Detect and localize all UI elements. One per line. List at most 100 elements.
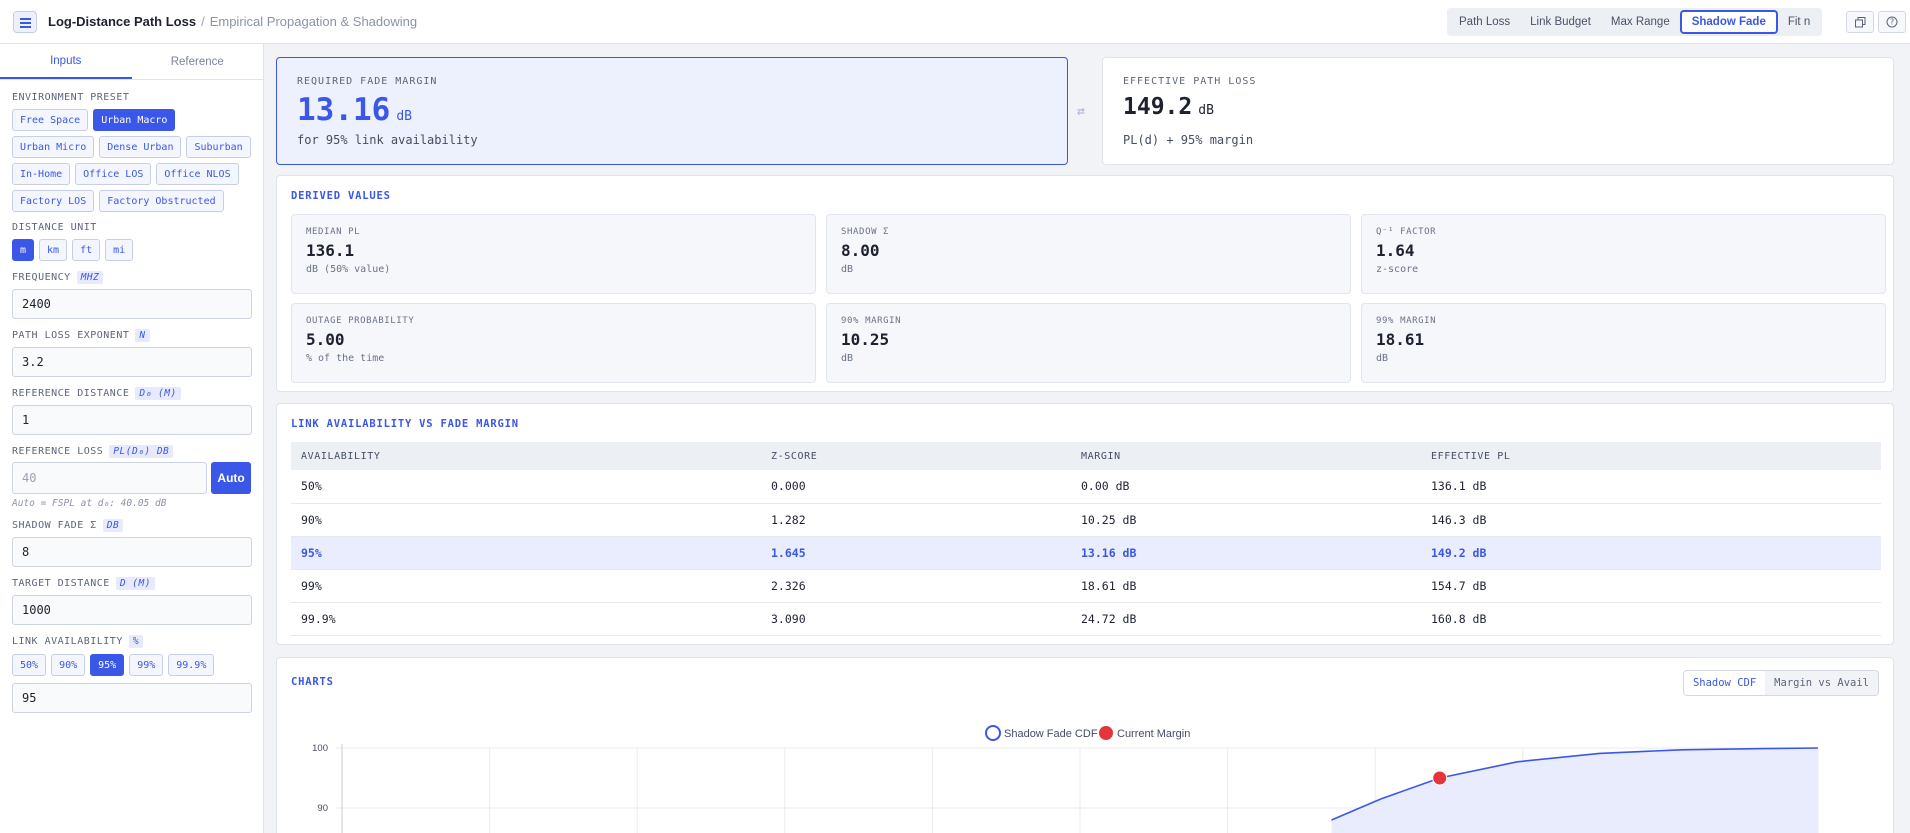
table-cell: 10.25 dB xyxy=(1071,503,1421,537)
availability-99[interactable]: 99% xyxy=(129,654,164,676)
shadow-cdf-chart: Shadow Fade CDF Current Margin 100 90 xyxy=(312,725,1819,833)
stat-outage-probability: Outage Probability 5.00 % of the time xyxy=(291,303,816,383)
preset-office-nlos[interactable]: Office NLOS xyxy=(156,163,239,185)
cdf-line xyxy=(1331,747,1819,821)
auto-button[interactable]: Auto xyxy=(211,462,251,494)
stat-label: 99% Margin xyxy=(1376,316,1437,326)
copy-button[interactable] xyxy=(1846,11,1874,33)
swap-icon: ⇄ xyxy=(1077,104,1085,119)
unit-mi[interactable]: mi xyxy=(105,239,134,261)
preset-dense-urban[interactable]: Dense Urban xyxy=(99,136,182,158)
stat-90-margin: 90% Margin 10.25 dB xyxy=(826,303,1351,383)
distance-unit-label: Distance Unit xyxy=(12,222,97,233)
availability-99-9[interactable]: 99.9% xyxy=(168,654,215,676)
table-cell: 3.090 xyxy=(761,602,1071,636)
frequency-label: Frequency MHZ xyxy=(12,271,251,284)
preset-urban-macro[interactable]: Urban Macro xyxy=(93,109,176,131)
stat-value: 5.00 xyxy=(306,330,345,349)
env-preset-group: Free Space Urban Macro Urban Micro Dense Ur… xyxy=(12,109,252,212)
top-bar: Log-Distance Path Loss / Empirical Propaga… xyxy=(0,0,1910,44)
charts-card: Charts Shadow CDF Margin vs Avail Shadow … xyxy=(276,657,1894,833)
table-row: 50% 0.000 0.00 dB 136.1 dB xyxy=(291,470,1881,504)
column-header-effective-pl: Effective PL xyxy=(1421,442,1881,470)
page-title: Log-Distance Path Loss / Empirical Propaga… xyxy=(48,14,417,29)
preset-factory-los[interactable]: Factory LOS xyxy=(12,190,95,212)
stat-unit: % of the time xyxy=(306,353,385,364)
stat-shadow: Shadow σ 8.00 dB xyxy=(826,214,1351,294)
stat-median-pl: Median PL 136.1 dB (50% value) xyxy=(291,214,816,294)
chart-tab-margin-vs-avail[interactable]: Margin vs Avail xyxy=(1774,677,1869,689)
target-distance-label: Target Distance D (M) xyxy=(12,577,251,590)
preset-office-los[interactable]: Office LOS xyxy=(75,163,152,185)
y-tick-label: 100 xyxy=(312,743,328,754)
ref-loss-hint: Auto = FSPL at d₀: 40.05 dB xyxy=(12,498,167,509)
stat-label: Shadow σ xyxy=(841,227,890,237)
frequency-unit: MHZ xyxy=(76,271,104,284)
help-button[interactable]: ? xyxy=(1878,11,1906,33)
table-header-row: Availability Z-Score Margin Effective PL xyxy=(291,442,1881,470)
table-cell: 13.16 dB xyxy=(1071,536,1421,570)
shadow-unit: DB xyxy=(102,519,124,532)
table-cell: 136.1 dB xyxy=(1421,470,1881,504)
sidebar-tabs: Inputs Reference xyxy=(0,44,263,80)
stat-value: 136.1 xyxy=(306,241,355,260)
table-cell: 154.7 dB xyxy=(1421,569,1881,603)
stat-99-margin: 99% Margin 18.61 dB xyxy=(1361,303,1886,383)
sidebar: Inputs Reference Environment Preset Free … xyxy=(0,44,264,833)
preset-suburban[interactable]: Suburban xyxy=(186,136,251,158)
chart-tab-shadow-cdf[interactable]: Shadow CDF xyxy=(1683,671,1766,695)
target-distance-input[interactable]: 1000 xyxy=(12,595,252,625)
chart-tabs: Shadow CDF Margin vs Avail xyxy=(1682,670,1879,696)
shadow-input[interactable]: 8 xyxy=(12,537,252,567)
table-cell: 1.645 xyxy=(761,536,1071,570)
derived-values-card: Derived Values Median PL 136.1 dB (50% val… xyxy=(276,175,1894,392)
availability-90[interactable]: 90% xyxy=(51,654,86,676)
table-cell: 90% xyxy=(291,503,761,537)
column-header-margin: Margin xyxy=(1071,442,1421,470)
fade-margin-sub: for 95% link availability xyxy=(297,133,478,147)
exponent-input[interactable]: 3.2 xyxy=(12,347,252,377)
unit-m[interactable]: m xyxy=(12,239,35,261)
help-icon: ? xyxy=(1886,16,1898,28)
stat-value: 10.25 xyxy=(841,330,890,349)
preset-in-home[interactable]: In-Home xyxy=(12,163,71,185)
preset-free-space[interactable]: Free Space xyxy=(12,109,89,131)
table-row: 99% 2.326 18.61 dB 154.7 dB xyxy=(291,569,1881,603)
ref-distance-input[interactable]: 1 xyxy=(12,405,252,435)
menu-button[interactable] xyxy=(13,11,37,33)
title-separator: / xyxy=(201,14,205,29)
cdf-area xyxy=(1331,748,1818,833)
preset-factory-obstructed[interactable]: Factory Obstructed xyxy=(99,190,224,212)
ref-loss-input[interactable]: 40 xyxy=(12,462,208,494)
preset-urban-micro[interactable]: Urban Micro xyxy=(12,136,95,158)
unit-km[interactable]: km xyxy=(39,239,68,261)
legend-label-current: Current Margin xyxy=(1117,728,1190,740)
table-cell: 95% xyxy=(291,536,761,570)
mode-tab-path-loss[interactable]: Path Loss xyxy=(1459,16,1511,28)
stat-label: Outage Probability xyxy=(306,316,415,326)
effective-pl-unit: dB xyxy=(1198,103,1214,118)
table-cell: 146.3 dB xyxy=(1421,503,1881,537)
mode-tab-link-budget[interactable]: Link Budget xyxy=(1530,16,1591,28)
availability-95[interactable]: 95% xyxy=(90,654,125,676)
tab-reference[interactable]: Reference xyxy=(170,55,224,68)
mode-tab-fit-n[interactable]: Fit n xyxy=(1787,16,1811,28)
fade-margin-card: Required Fade Margin 13.16 dB for 95% li… xyxy=(276,57,1068,165)
table-cell: 0.000 xyxy=(761,470,1071,504)
unit-ft[interactable]: ft xyxy=(72,239,101,261)
mode-tab-max-range[interactable]: Max Range xyxy=(1610,16,1670,28)
y-tick-label: 90 xyxy=(317,803,328,814)
stat-unit: dB xyxy=(841,353,854,364)
availability-50[interactable]: 50% xyxy=(12,654,47,676)
shadow-label: Shadow Fade σ DB xyxy=(12,519,251,532)
availability-label: Link Availability% xyxy=(12,635,251,648)
table-row: 95% 1.645 13.16 dB 149.2 dB xyxy=(291,536,1881,570)
tab-inputs[interactable]: Inputs xyxy=(0,44,132,79)
frequency-input[interactable]: 2400 xyxy=(12,289,252,319)
mode-tab-shadow-fade[interactable]: Shadow Fade xyxy=(1679,10,1778,34)
table-cell: 0.00 dB xyxy=(1071,470,1421,504)
table-cell: 50% xyxy=(291,470,761,504)
effective-pl-value: 149.2 xyxy=(1123,94,1193,120)
availability-input[interactable]: 95 xyxy=(12,683,252,713)
stat-value: 1.64 xyxy=(1376,241,1415,260)
